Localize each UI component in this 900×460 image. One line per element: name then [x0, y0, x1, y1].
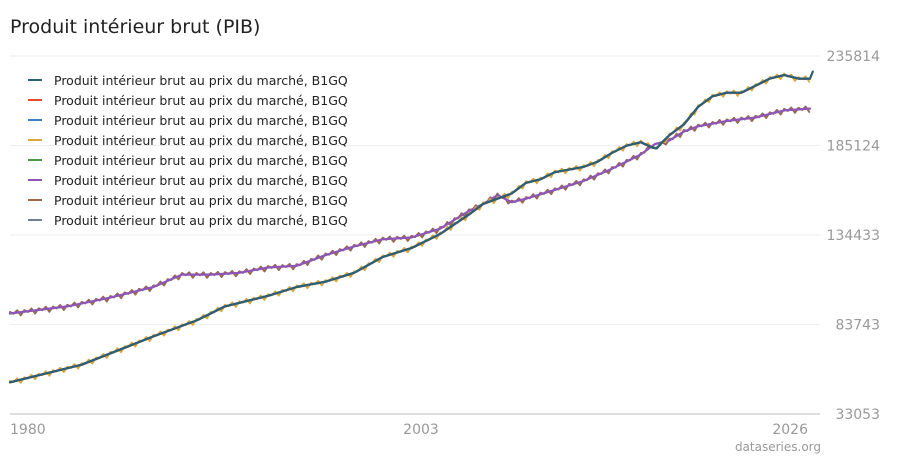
- legend-label: Produit intérieur brut au prix du marché…: [54, 112, 348, 128]
- legend-item: Produit intérieur brut au prix du marché…: [28, 70, 348, 90]
- legend-item: Produit intérieur brut au prix du marché…: [28, 90, 348, 110]
- y-tick-label: 134433: [827, 228, 880, 244]
- legend-label: Produit intérieur brut au prix du marché…: [54, 172, 348, 188]
- legend-item: Produit intérieur brut au prix du marché…: [28, 190, 348, 210]
- legend-swatch: [28, 79, 42, 81]
- legend-swatch: [28, 159, 42, 161]
- y-tick-label: 235814: [827, 49, 881, 65]
- page-title: Produit intérieur brut (PIB): [10, 16, 261, 38]
- x-tick-label: 2026: [772, 422, 808, 438]
- legend-item: Produit intérieur brut au prix du marché…: [28, 170, 348, 190]
- credit-text: dataseries.org: [734, 440, 821, 454]
- legend-item: Produit intérieur brut au prix du marché…: [28, 150, 348, 170]
- legend-item: Produit intérieur brut au prix du marché…: [28, 210, 348, 230]
- legend-swatch: [28, 99, 42, 101]
- legend-swatch: [28, 199, 42, 201]
- legend-label: Produit intérieur brut au prix du marché…: [54, 212, 348, 228]
- x-tick-label: 2003: [403, 422, 439, 438]
- legend-label: Produit intérieur brut au prix du marché…: [54, 72, 348, 88]
- legend-item: Produit intérieur brut au prix du marché…: [28, 110, 348, 130]
- legend-item: Produit intérieur brut au prix du marché…: [28, 130, 348, 150]
- y-tick-label: 185124: [827, 139, 881, 155]
- y-tick-label: 33053: [835, 407, 880, 423]
- legend-label: Produit intérieur brut au prix du marché…: [54, 92, 348, 108]
- legend-label: Produit intérieur brut au prix du marché…: [54, 152, 348, 168]
- legend-swatch: [28, 179, 42, 181]
- legend-label: Produit intérieur brut au prix du marché…: [54, 192, 348, 208]
- legend: Produit intérieur brut au prix du marché…: [28, 70, 348, 230]
- legend-swatch: [28, 219, 42, 221]
- x-tick-label: 1980: [10, 422, 46, 438]
- legend-label: Produit intérieur brut au prix du marché…: [54, 132, 348, 148]
- legend-swatch: [28, 139, 42, 141]
- y-tick-label: 83743: [835, 318, 880, 334]
- legend-swatch: [28, 119, 42, 121]
